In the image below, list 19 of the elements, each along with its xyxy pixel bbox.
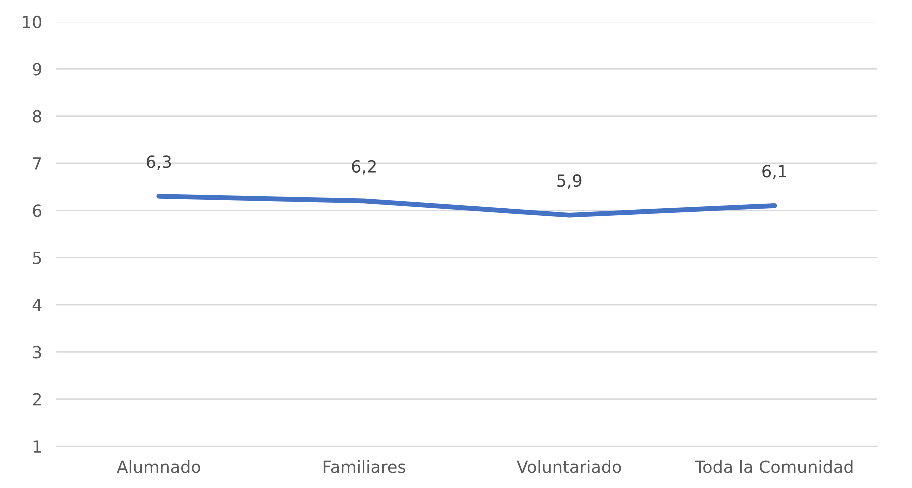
y-tick-label: 6	[33, 204, 42, 218]
line-series	[156, 194, 778, 218]
x-tick-label: Alumnado	[117, 460, 200, 474]
y-tick-label: 3	[33, 346, 42, 359]
y-tick-label: 4	[32, 299, 42, 312]
y-tick-label: 7	[33, 158, 42, 170]
y-tick-label: 1	[34, 440, 42, 453]
y-tick-label: 9	[33, 63, 42, 76]
x-tick-label: Familiares	[324, 460, 406, 474]
y-tick-label: 8	[33, 110, 42, 123]
data-label: 6,2	[352, 160, 376, 175]
x-tick-label: Voluntariado	[517, 460, 622, 474]
x-tick-label: Toda la Comunidad	[695, 460, 853, 474]
data-label: 5,9	[558, 174, 582, 189]
y-tick-label: 5	[33, 252, 42, 264]
y-tick-label: 2	[33, 393, 41, 406]
data-label: 6,1	[762, 165, 786, 180]
data-label: 6,3	[147, 156, 172, 170]
y-tick-label: 10	[23, 16, 42, 29]
